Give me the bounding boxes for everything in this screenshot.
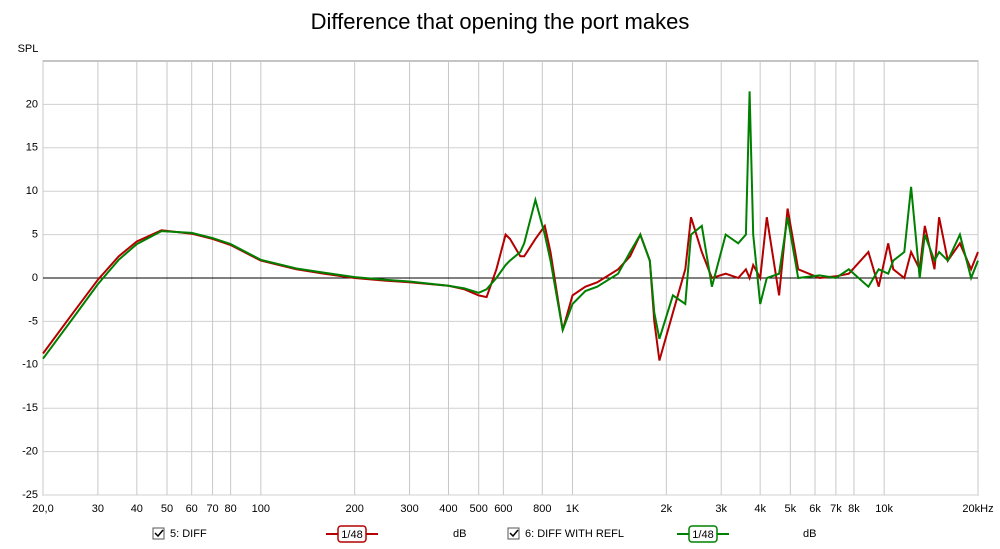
legend: 5: DIFF 1/48 dB 6: DIFF WITH REFL 1/48 dB xyxy=(152,525,816,543)
x-tick-label: 400 xyxy=(439,503,457,515)
x-tick-label: 5k xyxy=(785,503,797,515)
y-tick-label: 20 xyxy=(26,98,38,110)
x-tick-label: 100 xyxy=(252,503,270,515)
unit-label: dB xyxy=(453,528,466,540)
legend-label: 5: DIFF xyxy=(170,528,207,540)
x-tick-label: 200 xyxy=(345,503,363,515)
unit-label: dB xyxy=(803,528,816,540)
y-tick-label: 5 xyxy=(32,229,38,241)
x-tick-label: 40 xyxy=(131,503,143,515)
x-tick-label: 10k xyxy=(875,503,893,515)
y-tick-label: 0 xyxy=(32,272,38,284)
x-tick-label: 20kHz xyxy=(962,503,993,515)
y-tick-label: -20 xyxy=(22,446,38,458)
x-tick-label: 60 xyxy=(186,503,198,515)
checkbox[interactable] xyxy=(507,527,520,540)
smoothing-box xyxy=(688,525,718,543)
x-tick-label: 7k xyxy=(830,503,842,515)
y-tick-label: -25 xyxy=(22,489,38,501)
x-tick-label: 50 xyxy=(161,503,173,515)
series-line xyxy=(42,91,979,360)
checkbox[interactable] xyxy=(152,527,165,540)
x-tick-label: 80 xyxy=(225,503,237,515)
x-tick-label: 600 xyxy=(494,503,512,515)
chart-title: Difference that opening the port makes xyxy=(311,9,690,34)
y-axis-label: SPL xyxy=(18,43,39,55)
smoothing-box xyxy=(337,525,367,543)
x-tick-label: 2k xyxy=(661,503,673,515)
x-tick-label: 1K xyxy=(566,503,580,515)
y-tick-label: -15 xyxy=(22,402,38,414)
check-mark xyxy=(154,529,164,538)
legend-label: 6: DIFF WITH REFL xyxy=(525,528,624,540)
smoothing-label: 1/48 xyxy=(692,529,713,541)
x-tick-label: 800 xyxy=(533,503,551,515)
y-tick-label: -5 xyxy=(28,315,38,327)
y-tick-label: -10 xyxy=(22,359,38,371)
x-tick-label: 6k xyxy=(809,503,821,515)
x-tick-label: 4k xyxy=(754,503,766,515)
x-tick-label: 500 xyxy=(470,503,488,515)
x-tick-label: 3k xyxy=(715,503,727,515)
x-tick-label: 8k xyxy=(848,503,860,515)
check-mark xyxy=(509,529,519,538)
smoothing-label: 1/48 xyxy=(341,529,362,541)
y-tick-label: 15 xyxy=(26,142,38,154)
x-tick-label: 20,0 xyxy=(32,503,53,515)
x-tick-label: 300 xyxy=(400,503,418,515)
x-tick-label: 30 xyxy=(92,503,104,515)
x-tick-label: 70 xyxy=(206,503,218,515)
y-tick-label: 10 xyxy=(26,185,38,197)
